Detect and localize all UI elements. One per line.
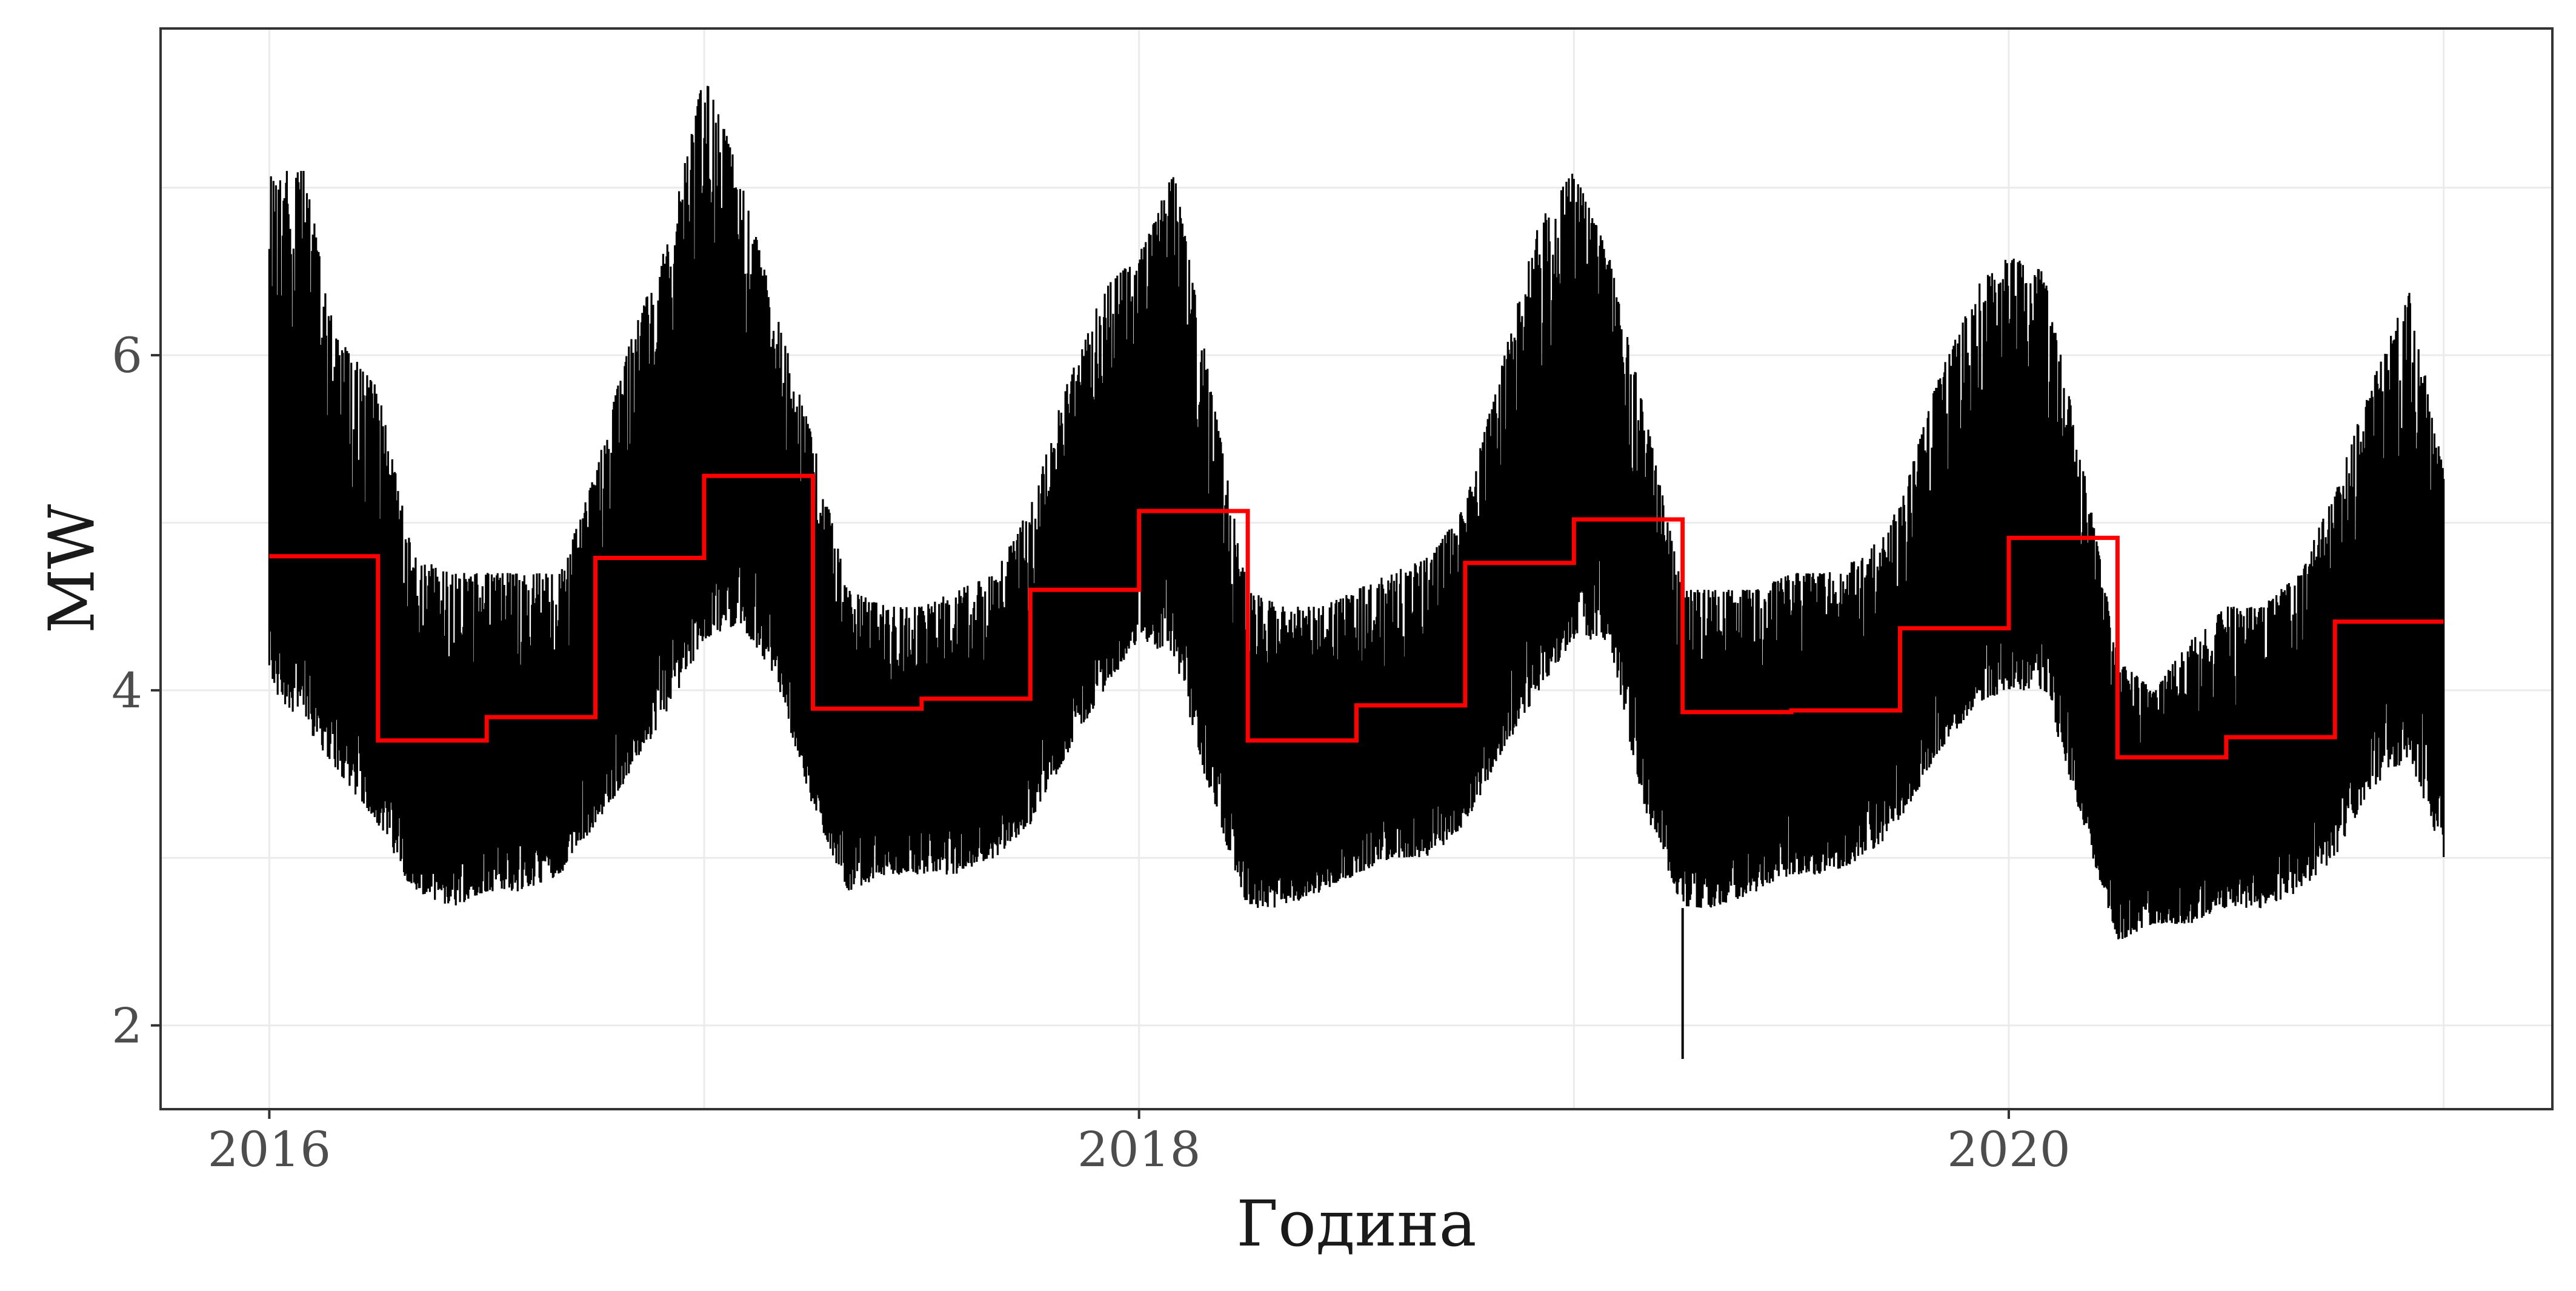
x-tick-label: 2016	[208, 1121, 331, 1178]
step-mean-line	[269, 473, 2444, 759]
series-band-path	[268, 85, 2445, 939]
panel-border	[159, 27, 2554, 1110]
x-axis-title: Година	[1236, 1187, 1476, 1261]
x-tick-label: 2020	[1947, 1121, 2071, 1178]
y-tick-label: 2	[111, 998, 142, 1054]
x-axis: 2016 2018 2020	[208, 1109, 2071, 1178]
series-step-layer	[269, 473, 2444, 759]
y-tick-label: 4	[111, 662, 142, 719]
y-axis-title: MW	[35, 504, 108, 633]
y-axis: 2 4 6	[111, 327, 161, 1054]
x-tick-label: 2018	[1077, 1121, 1201, 1178]
y-tick-label: 6	[111, 327, 142, 384]
series-band-layer	[268, 85, 2445, 1059]
grid-lines	[161, 28, 2552, 1109]
